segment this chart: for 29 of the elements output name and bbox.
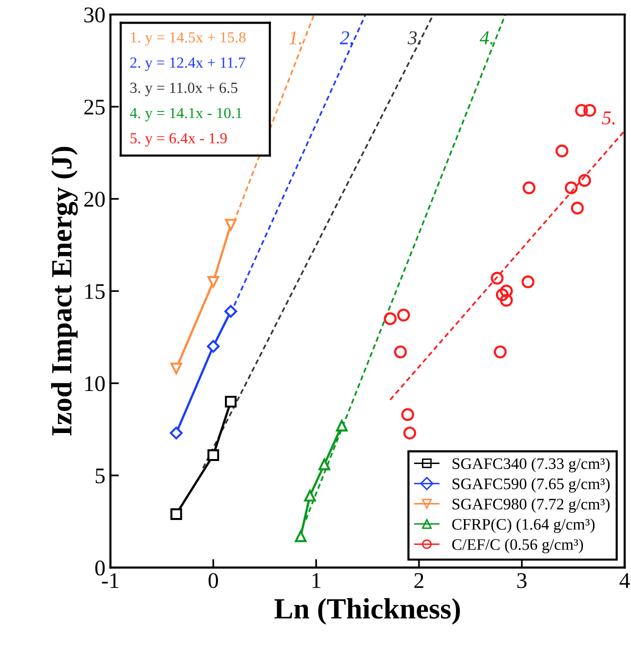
- annotation: 5.: [602, 112, 615, 125]
- y-tick-label: 15: [85, 284, 105, 299]
- y-tick-label: 10: [85, 376, 105, 392]
- annotation: 3. y = 11.0x + 6.5: [130, 82, 238, 96]
- y-tick-label: 0: [95, 560, 105, 576]
- annotation: 2.: [340, 31, 353, 44]
- annotation: 4.: [480, 31, 493, 44]
- legend-label: SGAFC340 (7.33 g/cm³): [452, 458, 610, 472]
- x-tick-label: 0: [208, 573, 218, 588]
- legend-label: SGAFC590 (7.65 g/cm³): [452, 478, 610, 493]
- x-tick-label: 4: [620, 573, 630, 588]
- x-tick-label: 1: [312, 573, 320, 588]
- y-tick-label: 5: [96, 468, 105, 484]
- legend-label: CFRP(C) (1.64 g/cm³): [452, 518, 595, 534]
- annotation: 2. y = 12.4x + 11.7: [130, 57, 246, 71]
- legend-label: SGAFC980 (7.72 g/cm³): [452, 498, 610, 513]
- x-tick-label: 3: [517, 573, 527, 588]
- x-tick-label: -1: [102, 573, 118, 588]
- x-axis-title: Ln (Thickness): [274, 598, 460, 625]
- y-tick-label: 30: [84, 7, 105, 22]
- annotation: 1. y = 14.5x + 15.8: [131, 32, 246, 46]
- annotation: 5. y = 6.4x - 1.9: [130, 133, 227, 147]
- legend-label: C/EF/C (0.56 g/cm³): [452, 538, 583, 554]
- y-tick-label: 20: [84, 192, 105, 207]
- x-tick-label: 2: [414, 573, 424, 588]
- annotation: 4. y = 14.1x - 10.1: [130, 108, 242, 122]
- y-axis-title: Izod Impact Energy (J): [51, 146, 78, 436]
- annotation: 1.: [289, 31, 302, 44]
- y-tick-label: 25: [84, 100, 105, 115]
